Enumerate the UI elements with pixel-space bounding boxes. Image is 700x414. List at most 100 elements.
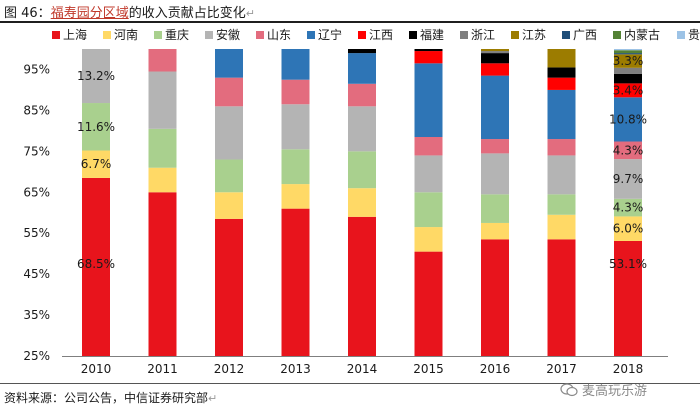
bar-segment xyxy=(547,155,576,195)
legend-item: 辽宁 xyxy=(307,27,342,42)
legend-swatch xyxy=(256,31,264,39)
y-tick-label: 45% xyxy=(23,267,50,281)
legend-label: 辽宁 xyxy=(318,27,342,42)
legend-swatch xyxy=(677,31,685,39)
legend-swatch xyxy=(205,31,213,39)
legend-label: 江苏 xyxy=(522,28,546,42)
bar-segment xyxy=(547,239,576,356)
legend-item: 重庆 xyxy=(154,28,189,42)
y-tick-label: 55% xyxy=(23,226,50,240)
data-label: 3.4% xyxy=(613,83,644,97)
bar-segment xyxy=(215,106,243,160)
bar-segment xyxy=(82,49,110,104)
bar-segment xyxy=(281,208,310,356)
bar-segment xyxy=(148,167,177,193)
legend-item: 福建 xyxy=(409,27,444,42)
bar-segment xyxy=(481,239,509,356)
bar-segment xyxy=(281,49,310,80)
bar-segment xyxy=(481,63,509,76)
data-label: 11.6% xyxy=(77,120,115,134)
x-tick-label: 2014 xyxy=(347,362,378,376)
bar-segment xyxy=(215,77,243,107)
legend-swatch xyxy=(52,31,60,39)
legend-item: 内蒙古 xyxy=(613,27,660,42)
figure-number: 图 46： xyxy=(4,6,51,21)
legend-item: 河南 xyxy=(103,27,138,42)
bar-segment xyxy=(414,51,443,64)
data-label: 13.2% xyxy=(77,69,115,83)
bar-segment xyxy=(281,79,310,105)
figure-title-rest: 的收入贡献占比变化 xyxy=(128,6,246,21)
y-tick-label: 85% xyxy=(23,103,50,117)
bar-segment xyxy=(481,139,509,154)
bar-segment xyxy=(348,53,376,84)
legend-item: 贵州 xyxy=(677,28,700,42)
legend-item: 上海 xyxy=(52,27,87,42)
stacked-bar-chart: 上海 河南 重庆 安徽 山东 辽宁 江西 福建 浙江 江苏 广西 内蒙古 贵州 25% 35% 45% 55%… xyxy=(23,27,700,376)
legend-item: 安徽 xyxy=(205,27,240,42)
data-label: 6.7% xyxy=(81,157,112,171)
bar-segment xyxy=(481,222,509,240)
legend-label: 河南 xyxy=(114,27,138,42)
figure-title: 图 46：福寿园分区域的收入贡献占比变化↵ xyxy=(4,2,255,21)
y-axis: 25% 35% 45% 55% 65% 75% 85% 95% xyxy=(23,62,50,363)
bar-segment xyxy=(481,53,509,64)
bar-segment xyxy=(614,50,642,54)
y-tick-label: 95% xyxy=(23,62,50,76)
bar-segment xyxy=(414,227,443,252)
bar-segment xyxy=(414,251,443,356)
bar-segment xyxy=(614,73,642,84)
bar-segment xyxy=(547,77,576,90)
legend-swatch xyxy=(154,31,162,39)
data-label: 6.0% xyxy=(613,222,644,236)
data-label: 53.1% xyxy=(609,257,647,271)
bar-segment xyxy=(348,216,376,356)
source-text: 资料来源：公司公告，中信证券研究部 xyxy=(4,391,209,405)
x-axis: 2010 2011 2012 2013 2014 2015 2016 2017 2018 xyxy=(62,356,668,376)
bar-segment xyxy=(148,192,177,356)
bar-segment xyxy=(547,194,576,215)
bar-segment xyxy=(82,103,110,151)
bar-segment xyxy=(614,53,642,55)
bar-segment xyxy=(547,49,576,68)
bar-segment xyxy=(481,194,509,223)
x-tick-label: 2016 xyxy=(480,362,511,376)
bottom-rule xyxy=(0,383,700,384)
bar-segment xyxy=(614,83,642,98)
legend-swatch xyxy=(613,31,621,39)
bar-segment xyxy=(414,155,443,193)
paragraph-mark-icon: ↵ xyxy=(245,7,255,20)
bar-segment xyxy=(547,214,576,240)
bar-segment xyxy=(281,104,310,150)
bar-segment xyxy=(481,51,509,54)
legend-item: 浙江 xyxy=(460,28,495,42)
legend-label: 浙江 xyxy=(471,28,495,42)
watermark-text: 麦高玩乐游 xyxy=(582,384,648,399)
bar-segment xyxy=(547,67,576,78)
data-labels: 68.5% 6.7% 11.6% 13.2% 53.1% 6.0% 4.3% 9.7% 4.3%… xyxy=(77,54,647,271)
bar-segment xyxy=(614,141,642,160)
x-tick-label: 2010 xyxy=(81,362,112,376)
legend-label: 山东 xyxy=(267,28,291,42)
x-tick-label: 2012 xyxy=(214,362,245,376)
bar-segment xyxy=(148,71,177,129)
figure-title-highlight[interactable]: 福寿园分区域 xyxy=(50,6,129,21)
data-label: 3.3% xyxy=(613,54,644,68)
bar-segment xyxy=(614,67,642,74)
legend-label: 重庆 xyxy=(165,28,189,42)
x-tick-label: 2013 xyxy=(280,362,311,376)
legend-swatch xyxy=(307,31,315,39)
bar-segment xyxy=(614,216,642,241)
bar-segment xyxy=(414,137,443,156)
bar-segment xyxy=(348,188,376,217)
wechat-icon xyxy=(560,382,578,396)
bar-segment xyxy=(215,159,243,193)
legend-swatch xyxy=(562,31,570,39)
bar-segment xyxy=(547,139,576,156)
legend-label: 安徽 xyxy=(216,27,240,42)
top-rule xyxy=(0,21,700,23)
bar-segment xyxy=(414,192,443,228)
bar-segment xyxy=(215,49,243,78)
paragraph-mark-icon: ↵ xyxy=(208,392,218,405)
bar-segment xyxy=(414,49,443,52)
